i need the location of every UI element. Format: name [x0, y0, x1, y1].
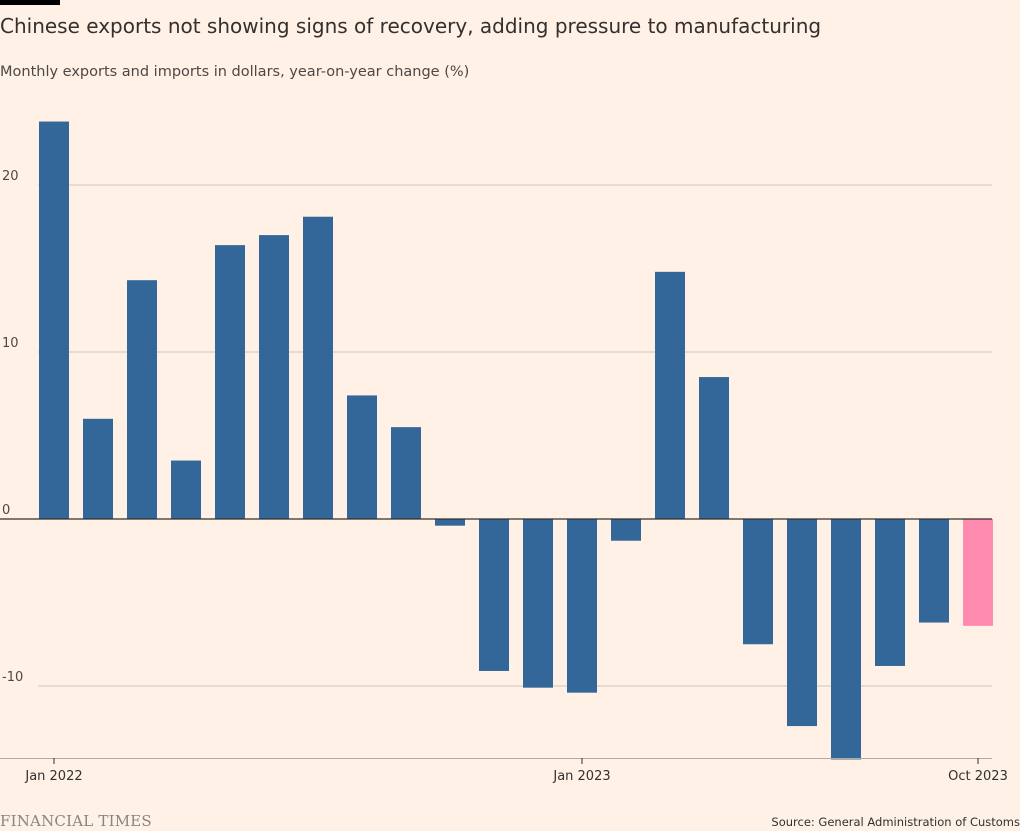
chart-title: Chinese exports not showing signs of rec… — [0, 14, 822, 38]
bar — [875, 519, 905, 666]
chart-subtitle: Monthly exports and imports in dollars, … — [0, 64, 470, 80]
bar — [831, 519, 861, 760]
y-tick-label: -10 — [2, 670, 23, 685]
bar — [83, 418, 113, 519]
bar — [479, 519, 509, 671]
bar — [347, 395, 377, 519]
bar — [787, 519, 817, 727]
bar — [699, 377, 729, 519]
bar — [39, 121, 69, 519]
y-tick-label: 10 — [2, 336, 19, 351]
bar — [215, 245, 245, 519]
bar — [743, 519, 773, 645]
bar — [391, 427, 421, 519]
bar — [611, 519, 641, 541]
x-tick-label: Jan 2023 — [552, 769, 610, 784]
source-note: Source: General Administration of Custom… — [771, 815, 1020, 829]
bar — [523, 519, 553, 688]
bar-chart: 20 10 0 -10 Jan 2022 Jan 2023 Oct 2023 — [0, 121, 1008, 784]
x-tick-label: Jan 2022 — [24, 769, 82, 784]
x-tick-label: Oct 2023 — [948, 769, 1008, 784]
top-accent-bar — [0, 0, 60, 5]
bar — [303, 216, 333, 520]
bar — [655, 271, 685, 519]
bar — [171, 460, 201, 519]
bar — [435, 519, 465, 526]
bar — [567, 519, 597, 693]
bar — [127, 280, 157, 519]
y-tick-label: 20 — [2, 169, 19, 184]
y-tick-label: 0 — [2, 503, 10, 518]
bar — [259, 235, 289, 519]
bar — [963, 519, 993, 626]
ft-logo: FINANCIAL TIMES — [0, 812, 152, 830]
bar — [919, 519, 949, 623]
